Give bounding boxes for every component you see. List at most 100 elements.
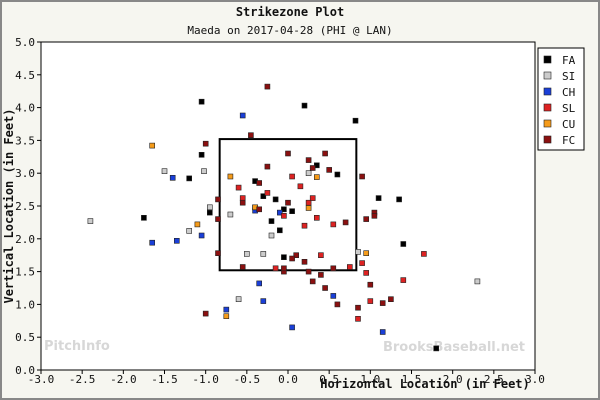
- pitch-point-ch: [379, 329, 386, 335]
- legend-swatch-ch: [543, 87, 552, 96]
- pitch-point-fc: [293, 252, 300, 258]
- pitch-point-fa: [289, 208, 295, 214]
- pitch-point-fa: [198, 98, 205, 105]
- pitch-point-si: [235, 296, 242, 303]
- pitch-point-cu: [305, 205, 312, 211]
- pitch-point-sl: [235, 184, 242, 191]
- pitch-point-ch: [239, 112, 246, 119]
- pitch-point-sl: [421, 251, 427, 257]
- y-tick-label: 4.5: [15, 69, 35, 82]
- pitch-point-sl: [367, 298, 374, 304]
- pitch-point-cu: [223, 313, 230, 320]
- pitch-point-si: [474, 278, 481, 285]
- y-tick-label: 2.5: [15, 200, 35, 213]
- pitch-point-si: [244, 251, 250, 257]
- pitch-point-fc: [202, 140, 209, 147]
- pitch-point-si: [355, 249, 361, 255]
- pitch-point-fa: [268, 218, 275, 224]
- pitch-point-fa: [301, 102, 308, 109]
- pitch-point-fa: [396, 196, 402, 203]
- pitch-point-si: [201, 168, 207, 174]
- pitch-point-si: [87, 218, 94, 224]
- pitch-point-fc: [326, 167, 333, 173]
- pitch-point-fc: [215, 250, 221, 256]
- pitch-point-ch: [260, 298, 267, 304]
- pitch-point-fa: [141, 215, 147, 221]
- pitch-point-sl: [363, 270, 370, 276]
- pitch-point-fc: [264, 163, 271, 170]
- pitch-point-fa: [272, 196, 279, 203]
- x-tick-label: 2.0: [443, 373, 463, 386]
- pitch-point-fc: [367, 281, 374, 288]
- pitch-point-sl: [400, 277, 407, 283]
- x-tick-label: 0.0: [278, 373, 298, 386]
- pitch-point-sl: [309, 195, 316, 201]
- pitch-point-si: [227, 211, 234, 218]
- y-tick-label: 0.0: [15, 364, 35, 377]
- y-tick-label: 3.5: [15, 134, 35, 147]
- pitch-point-sl: [318, 252, 324, 258]
- pitch-point-fc: [301, 258, 308, 265]
- pitch-point-fc: [363, 216, 370, 222]
- pitch-point-ch: [289, 324, 295, 331]
- plot-area: [40, 41, 536, 371]
- legend-label-fc: FC: [562, 134, 575, 147]
- pitch-point-ch: [223, 306, 230, 313]
- pitch-point-sl: [359, 260, 365, 266]
- y-tick-label: 1.5: [15, 266, 35, 279]
- pitch-point-sl: [289, 173, 295, 180]
- x-tick-label: 2.5: [484, 373, 504, 386]
- pitch-point-fc: [239, 264, 246, 270]
- pitch-point-fc: [334, 301, 341, 308]
- pitch-point-sl: [239, 195, 246, 201]
- y-axis-label: Vertical Location (in Feet): [2, 108, 16, 303]
- pitch-point-fc: [264, 83, 271, 90]
- pitch-point-cu: [227, 173, 234, 180]
- pitch-point-si: [260, 251, 267, 257]
- pitch-point-fa: [375, 195, 382, 201]
- pitch-point-sl: [355, 315, 361, 322]
- pitch-point-sl: [264, 190, 271, 196]
- pitch-point-fa: [281, 206, 287, 213]
- legend-swatch-cu: [543, 119, 552, 128]
- pitch-point-fa: [352, 117, 359, 124]
- pitch-point-fa: [281, 254, 287, 260]
- pitch-point-sl: [272, 265, 279, 272]
- pitch-point-fa: [334, 171, 341, 178]
- legend-label-cu: CU: [562, 118, 575, 131]
- x-tick-label: -2.0: [110, 373, 137, 386]
- y-tick-label: 0.5: [15, 331, 35, 344]
- pitch-point-fc: [215, 216, 221, 222]
- x-tick-label: -1.0: [192, 373, 219, 386]
- pitch-point-fc: [289, 255, 295, 262]
- pitch-point-sl: [330, 221, 337, 228]
- x-tick-label: 3.0: [525, 373, 545, 386]
- pitch-point-ch: [256, 280, 263, 287]
- pitch-point-fc: [359, 173, 365, 180]
- pitch-point-fa: [260, 193, 267, 199]
- x-tick-label: 0.5: [319, 373, 339, 386]
- x-axis-label: Horizontal Location (in Feet): [320, 377, 530, 391]
- pitch-point-cu: [149, 142, 155, 149]
- pitch-point-cu: [363, 250, 370, 256]
- legend-swatch-si: [543, 71, 552, 80]
- pitch-point-fc: [285, 199, 291, 206]
- pitch-point-sl: [313, 215, 320, 221]
- pitch-point-cu: [194, 221, 201, 228]
- pitch-point-fa: [400, 241, 407, 247]
- pitch-point-fc: [371, 213, 378, 219]
- pitch-point-fc: [285, 150, 291, 157]
- pitch-point-cu: [313, 174, 320, 180]
- pitch-point-fc: [256, 180, 263, 186]
- y-tick-label: 5.0: [15, 36, 35, 49]
- pitch-point-fc: [309, 278, 316, 285]
- pitch-point-fc: [215, 196, 221, 203]
- pitch-point-fc: [330, 265, 337, 272]
- pitch-point-sl: [305, 199, 312, 206]
- pitch-point-fc: [256, 206, 263, 213]
- pitch-point-fc: [248, 132, 254, 138]
- pitch-point-si: [186, 228, 192, 234]
- legend-label-fa: FA: [562, 54, 576, 67]
- pitch-point-fc: [342, 219, 349, 226]
